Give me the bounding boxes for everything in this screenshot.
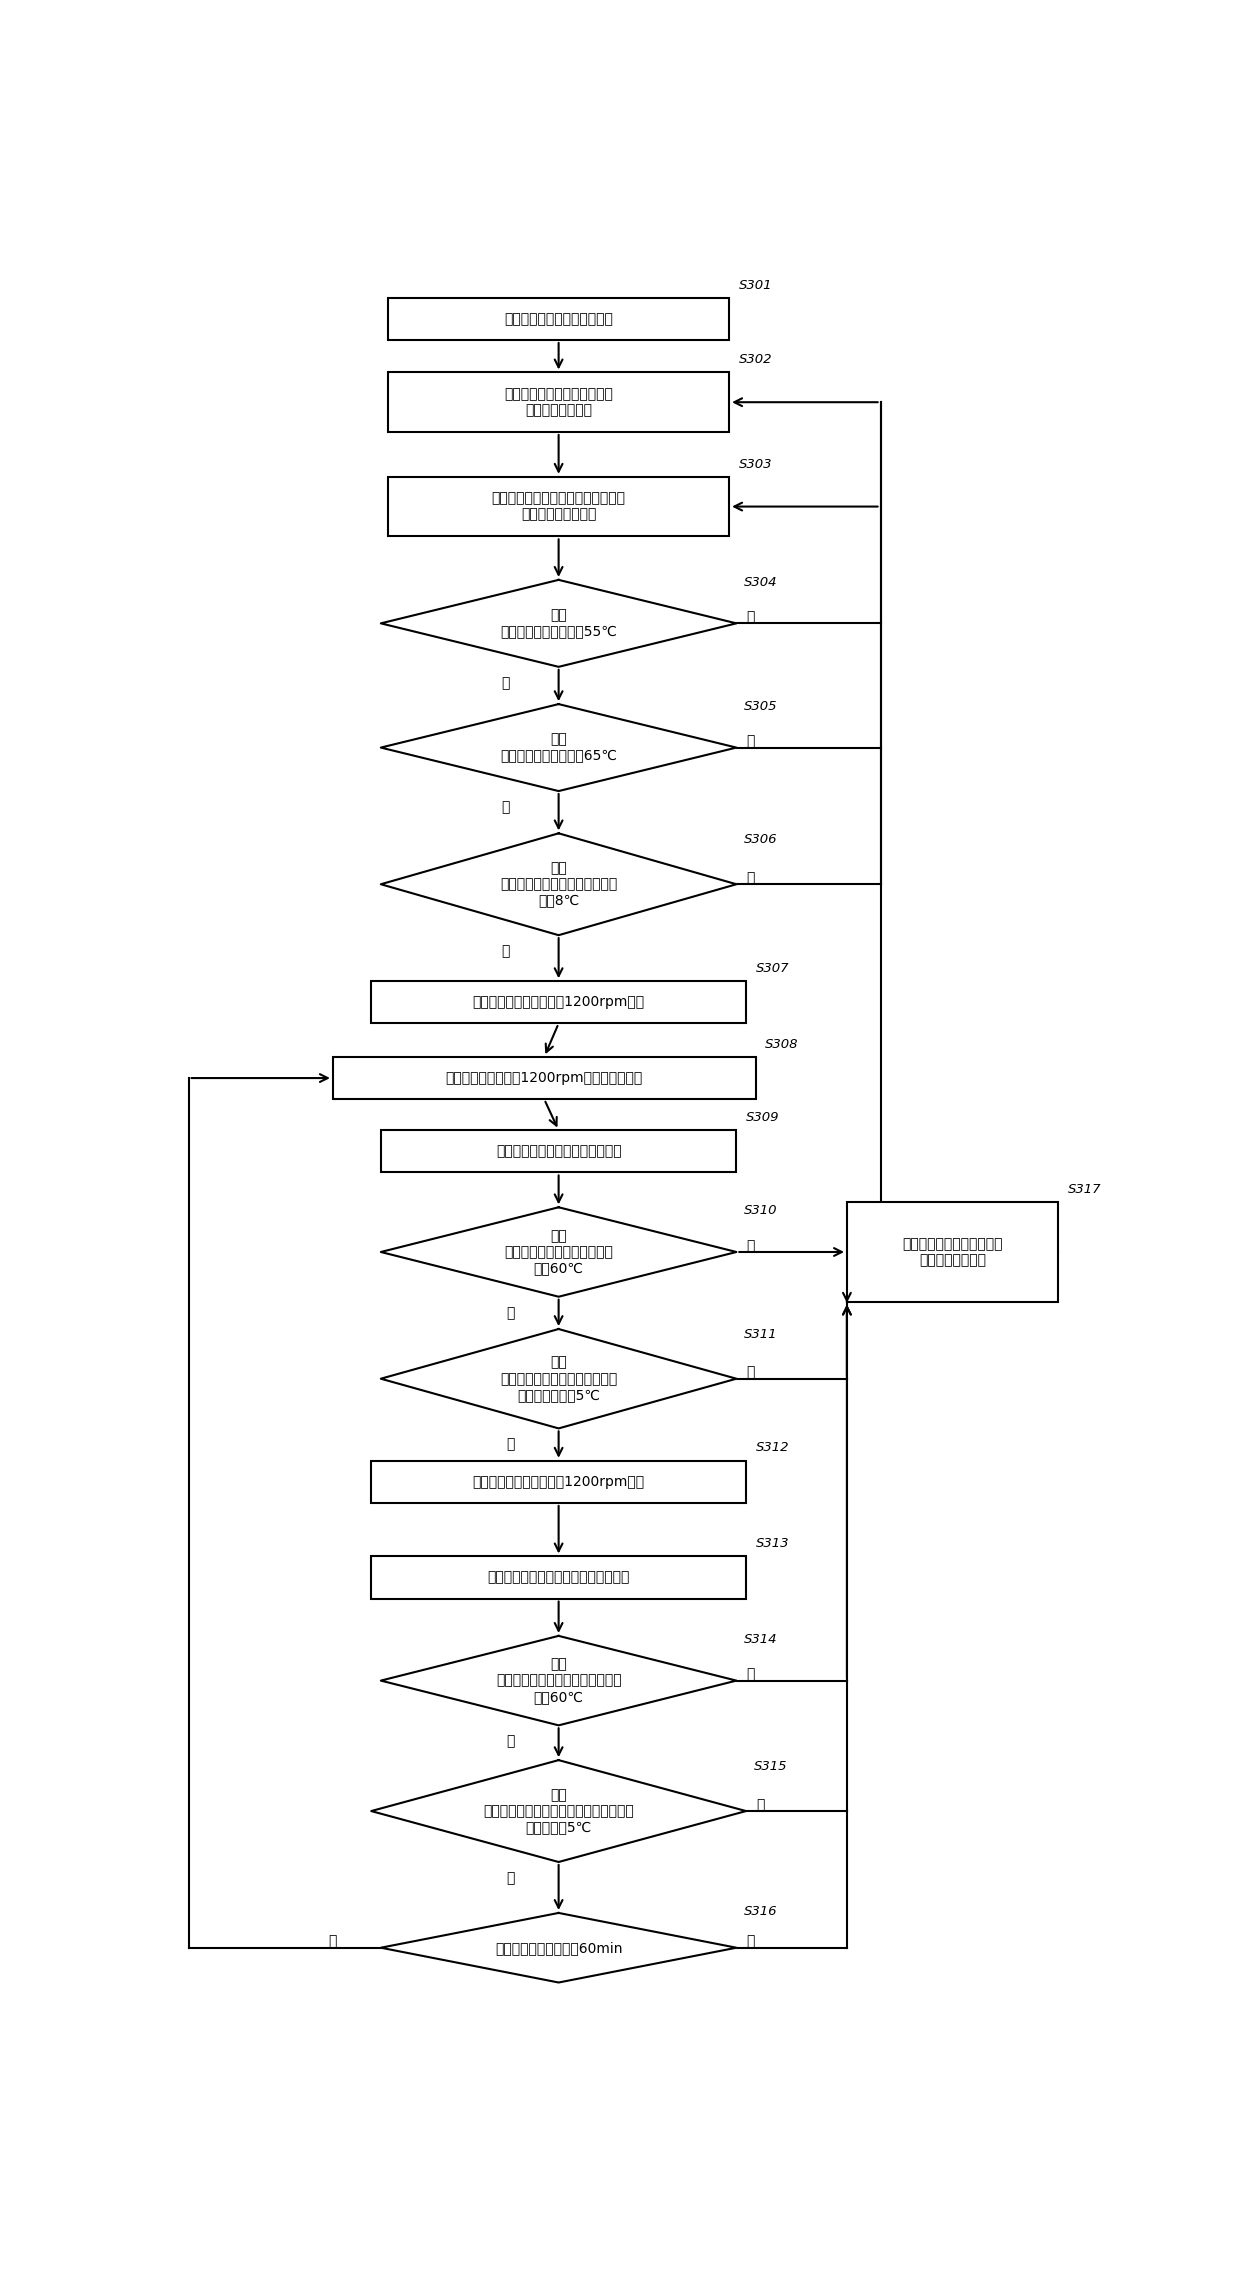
Text: 控制第一风机以超频转速1200rpm运行: 控制第一风机以超频转速1200rpm运行 xyxy=(472,994,645,1010)
Text: S310: S310 xyxy=(744,1203,777,1217)
Text: S304: S304 xyxy=(744,576,777,589)
Polygon shape xyxy=(381,833,737,935)
Text: 是: 是 xyxy=(746,1240,755,1254)
Text: 是: 是 xyxy=(756,1797,765,1811)
Text: 判断
再次重新采集的室内温度与设定温度的差
值是否小于5℃: 判断 再次重新采集的室内温度与设定温度的差 值是否小于5℃ xyxy=(484,1788,634,1834)
Text: 判断
室内温度与设定温度的差值是否
大于8℃: 判断 室内温度与设定温度的差值是否 大于8℃ xyxy=(500,860,618,908)
Bar xyxy=(388,478,729,537)
Text: 控制第一风机和第二风机同
时以中间转速运行: 控制第一风机和第二风机同 时以中间转速运行 xyxy=(903,1238,1003,1267)
Text: 判断
室外盘管温度是否大于65℃: 判断 室外盘管温度是否大于65℃ xyxy=(500,733,618,762)
Text: S301: S301 xyxy=(739,278,773,291)
Text: S315: S315 xyxy=(754,1761,787,1772)
Text: S306: S306 xyxy=(744,833,777,846)
Text: 重新采集室内温度、室外盘管温度: 重新采集室内温度、室外盘管温度 xyxy=(496,1144,621,1158)
Text: 否: 否 xyxy=(506,1438,515,1451)
Text: S308: S308 xyxy=(765,1037,799,1051)
Bar xyxy=(388,298,729,339)
Bar xyxy=(381,1131,737,1172)
Text: 是: 是 xyxy=(746,1668,755,1681)
Polygon shape xyxy=(381,580,737,667)
Text: 否: 否 xyxy=(746,735,755,748)
Text: S317: S317 xyxy=(1068,1183,1101,1197)
Text: S311: S311 xyxy=(744,1329,777,1342)
Polygon shape xyxy=(381,1636,737,1724)
Polygon shape xyxy=(381,1329,737,1429)
Bar xyxy=(847,1201,1058,1301)
Polygon shape xyxy=(381,1208,737,1297)
Text: 否: 否 xyxy=(506,1870,515,1886)
Bar xyxy=(332,1058,755,1099)
Text: 再次重新采集室内温度、室外盘管温度: 再次重新采集室内温度、室外盘管温度 xyxy=(487,1570,630,1583)
Text: S302: S302 xyxy=(739,353,773,366)
Text: 记录风机以超频转速1200rpm运行的累计时长: 记录风机以超频转速1200rpm运行的累计时长 xyxy=(445,1072,642,1085)
Text: 识别空调器在制冷模式下运行: 识别空调器在制冷模式下运行 xyxy=(505,312,613,325)
Bar xyxy=(388,373,729,432)
Text: 是: 是 xyxy=(501,676,510,689)
Polygon shape xyxy=(371,1761,746,1861)
Text: S312: S312 xyxy=(755,1442,789,1454)
Text: 控制第一风机和第二风机同时
保持正常转速运行: 控制第一风机和第二风机同时 保持正常转速运行 xyxy=(505,387,613,416)
Text: S305: S305 xyxy=(744,701,777,714)
Text: 否: 否 xyxy=(746,871,755,885)
Text: 否: 否 xyxy=(506,1734,515,1749)
Bar xyxy=(371,1556,746,1599)
Text: 判断累计时长是否大于60min: 判断累计时长是否大于60min xyxy=(495,1941,622,1954)
Text: 否: 否 xyxy=(746,610,755,623)
Text: 判断
重新采集的室内温度与设定温度
的差值是否小于5℃: 判断 重新采集的室内温度与设定温度 的差值是否小于5℃ xyxy=(500,1356,618,1401)
Polygon shape xyxy=(381,1913,737,1982)
Bar xyxy=(371,1461,746,1504)
Polygon shape xyxy=(381,703,737,792)
Text: S307: S307 xyxy=(755,962,789,976)
Text: 是: 是 xyxy=(746,1365,755,1379)
Text: 是: 是 xyxy=(746,1934,755,1947)
Text: 是: 是 xyxy=(501,944,510,958)
Bar xyxy=(371,981,746,1024)
Text: 控制第二风机以超频转速1200rpm运行: 控制第二风机以超频转速1200rpm运行 xyxy=(472,1474,645,1488)
Text: S316: S316 xyxy=(744,1904,777,1918)
Text: S309: S309 xyxy=(746,1110,780,1124)
Text: 是: 是 xyxy=(501,801,510,814)
Text: S313: S313 xyxy=(755,1538,789,1549)
Text: 判断
再次重新采集的室外盘管温度是否
小于60℃: 判断 再次重新采集的室外盘管温度是否 小于60℃ xyxy=(496,1658,621,1704)
Text: 判断
重新采集的室外盘管温度是否
小于60℃: 判断 重新采集的室外盘管温度是否 小于60℃ xyxy=(505,1228,613,1276)
Text: 判断
室外环境温度是否大于55℃: 判断 室外环境温度是否大于55℃ xyxy=(500,607,618,639)
Text: S314: S314 xyxy=(744,1633,777,1645)
Text: 采集室外环境温度、室内温度、室外
盘管温度和设定温度: 采集室外环境温度、室内温度、室外 盘管温度和设定温度 xyxy=(491,491,626,521)
Text: 否: 否 xyxy=(506,1306,515,1320)
Text: S303: S303 xyxy=(739,457,773,471)
Text: 否: 否 xyxy=(329,1934,337,1947)
